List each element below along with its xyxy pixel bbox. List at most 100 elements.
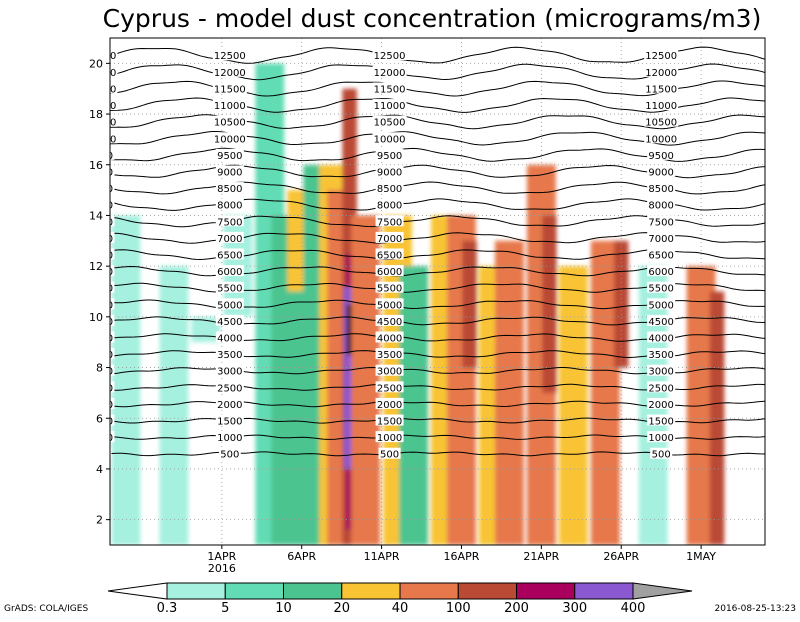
colorbar-label: 20 (333, 601, 350, 616)
contour-label: 12000 (645, 68, 677, 79)
x-tick-label: 1APR (207, 550, 236, 563)
contour-label-bg (110, 182, 115, 194)
contour-label: 10000 (214, 134, 246, 145)
contour-label: 12500 (85, 51, 117, 62)
contour-label: 11500 (214, 84, 246, 95)
contour-label-bg (375, 314, 404, 326)
contour-label: 2500 (377, 383, 402, 394)
contour-label-bg (212, 99, 247, 111)
contour-label: 6500 (88, 250, 113, 261)
contour-label: 3500 (217, 350, 242, 361)
colorbar: 0.3 5 10 20 40 100 200 300 400 (107, 582, 693, 616)
contour-label: 5000 (648, 300, 673, 311)
contour-label-bg (647, 331, 676, 343)
contour-label: 8500 (648, 184, 673, 195)
contour-label-bg (372, 49, 407, 61)
contour-label-bg (110, 49, 118, 61)
contour-label-bg (212, 132, 247, 144)
contour-label-bg (378, 447, 401, 459)
x-tick-label: 26APR (603, 550, 639, 563)
contour-label: 11000 (85, 101, 117, 112)
colorbar-label: 40 (392, 601, 409, 616)
contour-label-bg (647, 281, 676, 293)
contour-label-bg (644, 65, 679, 77)
contour-label: 4000 (377, 334, 402, 345)
contour-label-bg (375, 215, 404, 227)
contour-label-bg (215, 165, 244, 177)
contour-label-bg (372, 115, 407, 127)
x-tick-label: 21APR (523, 550, 559, 563)
contour-label: 3500 (377, 350, 402, 361)
contour-label: 6000 (377, 267, 402, 278)
contour-label-bg (212, 82, 247, 94)
colorbar-label: 100 (446, 601, 471, 616)
contour-label: 3500 (648, 350, 673, 361)
contour-label: 4500 (88, 317, 113, 328)
contour-label: 11000 (374, 101, 406, 112)
contour-label: 7500 (217, 217, 242, 228)
contour-label-bg (212, 65, 247, 77)
contour-label-bg (215, 231, 244, 243)
contour-label: 1000 (88, 433, 113, 444)
contour-label-bg (215, 381, 244, 393)
contour-label: 500 (220, 450, 239, 461)
contour-label: 8500 (217, 184, 242, 195)
contour-label-bg (215, 331, 244, 343)
contour-label-bg (110, 231, 115, 243)
contour-label-bg (110, 65, 118, 77)
y-axis: 2 4 6 8 10 12 14 16 18 20 (89, 57, 110, 527)
contour-label: 2500 (88, 383, 113, 394)
colorbar-label: 5 (221, 601, 229, 616)
contour-label: 7000 (648, 234, 673, 245)
contour-label: 5000 (377, 300, 402, 311)
contour-label: 1000 (377, 433, 402, 444)
contour-label-bg (110, 132, 118, 144)
contour-label: 500 (380, 450, 399, 461)
contour-label-bg (110, 198, 115, 210)
contour-label-bg (110, 364, 115, 376)
contour-label-bg (647, 414, 676, 426)
contour-label: 2000 (377, 400, 402, 411)
contour-label-bg (372, 65, 407, 77)
colorbar-swatch (224, 582, 284, 600)
contour-label: 12500 (214, 51, 246, 62)
contour-label-bg (375, 182, 404, 194)
contour-label-bg (647, 165, 676, 177)
contour-label-bg (215, 397, 244, 409)
contour-label-bg (375, 414, 404, 426)
contour-label: 4000 (217, 334, 242, 345)
contour-label: 10500 (214, 118, 246, 129)
contour-label-bg (375, 364, 404, 376)
contour-label: 7000 (88, 234, 113, 245)
contour-label: 2000 (648, 400, 673, 411)
x-tick-label: 1MAY (686, 550, 716, 563)
y-tick-label: 6 (96, 412, 103, 425)
contour-label-bg (215, 314, 244, 326)
contour-label-bg (218, 447, 241, 459)
contour-label-bg (375, 231, 404, 243)
colorbar-swatch (166, 582, 226, 600)
contour-label-bg (644, 99, 679, 111)
contour-label: 5500 (88, 284, 113, 295)
dust-cell (399, 266, 428, 545)
contour-label-bg (644, 82, 679, 94)
contour-label-bg (647, 265, 676, 277)
contour-label-bg (375, 265, 404, 277)
dust-cell (614, 240, 629, 368)
contour-label-bg (110, 348, 115, 360)
contour-label: 2500 (217, 383, 242, 394)
contour-line (110, 131, 765, 146)
contour-label-bg (647, 148, 676, 160)
x-tick-sublabel: 2016 (208, 562, 236, 575)
x-tick-label: 16APR (444, 550, 480, 563)
contour-label: 12000 (214, 68, 246, 79)
contour-label-bg (110, 331, 115, 343)
contour-label: 1000 (217, 433, 242, 444)
y-tick-label: 12 (89, 260, 103, 273)
contour-label: 8000 (648, 201, 673, 212)
contour-label-bg (110, 381, 115, 393)
contour-label-bg (647, 314, 676, 326)
contour-label: 7000 (377, 234, 402, 245)
contour-label-bg (110, 82, 118, 94)
contour-label: 5500 (648, 284, 673, 295)
